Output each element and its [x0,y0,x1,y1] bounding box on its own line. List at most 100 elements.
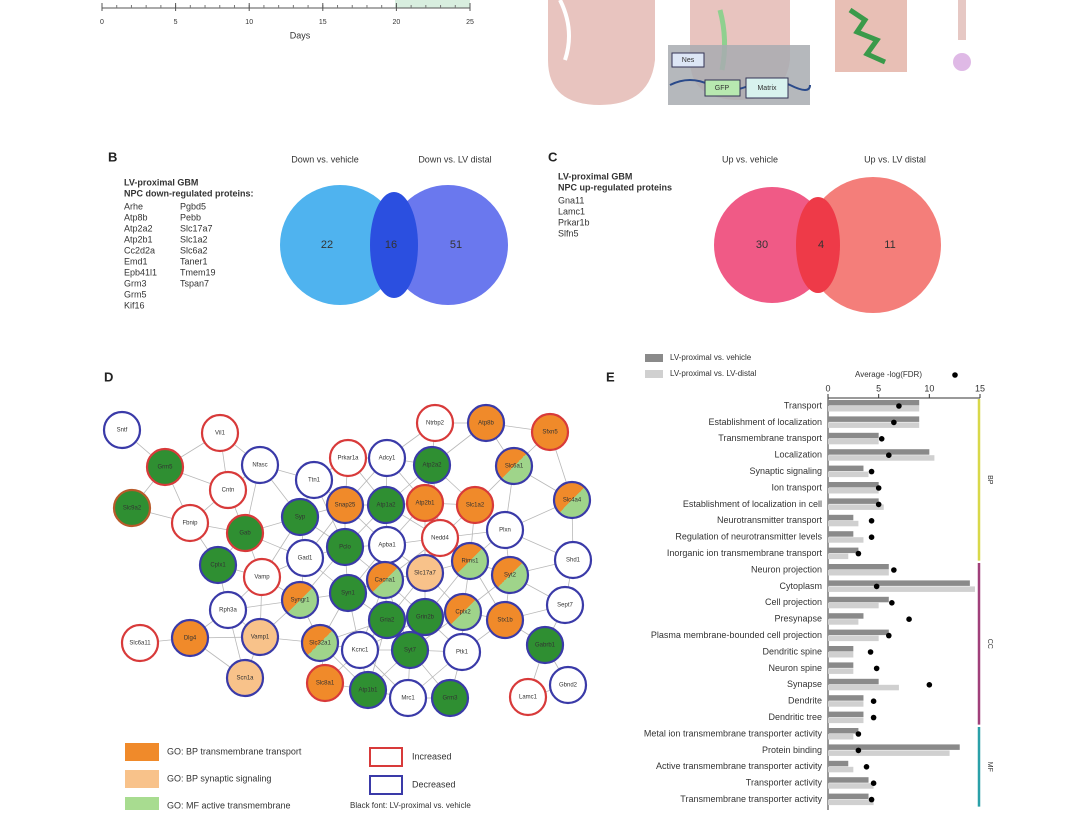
node-label: Grin2b [416,615,435,621]
network-node [552,480,592,520]
network-node [328,438,368,478]
node-label: Gad1 [298,556,313,562]
group-label: CC [986,639,993,649]
panel-letter: B [108,149,117,164]
x-tick-label: 15 [319,19,327,26]
node-label: Syp [295,515,306,521]
y-tick-label: Establishment of localization [708,417,822,427]
node-label: Slc8a1 [316,681,335,687]
legend-label: LV-proximal vs. vehicle [670,353,752,362]
dot [891,567,897,573]
bar [828,744,960,750]
bar [828,514,854,521]
network-node [120,623,160,663]
network-node [545,585,585,625]
bar [828,799,874,806]
node-label: Nfasc [252,463,267,469]
gene-name: Atp2a2 [124,223,153,233]
dot [875,485,882,491]
dot [863,764,870,770]
y-tick-label: Synapse [787,679,822,689]
bar [828,471,869,478]
network-node [366,485,406,525]
inset-box [745,77,789,99]
dot [926,682,933,688]
legend-label: GO: MF active transmembrane [167,800,291,810]
bar [828,777,869,783]
legend-swatch [125,770,159,788]
network-node [305,663,345,703]
node-label: Atp2b1 [415,501,435,507]
dot [886,452,892,459]
node-label: Ntrbp2 [426,421,445,427]
venn-count: 22 [321,239,333,251]
dot [868,468,875,475]
bar [828,498,879,504]
brain-detail [558,0,571,61]
network-node [200,413,240,453]
legend-swatch [125,743,159,761]
node-label: Rph3a [219,608,237,614]
network-node [443,592,483,632]
dot [868,796,875,803]
node-label: Slc1a2 [466,503,485,509]
dot [875,501,882,508]
bar [828,684,899,691]
node-label: Cntn [222,488,235,494]
venn-title: Down vs. LV distal [418,154,491,164]
bar [828,619,859,625]
y-tick-label: Synaptic signaling [749,466,822,476]
node-label: Cplx1 [210,563,226,569]
bar [828,629,889,636]
gene-name: Gna11 [558,195,584,205]
dot [889,600,895,606]
x-tick-label: 10 [924,383,934,393]
node-label: Gria2 [380,618,395,624]
network-node [548,665,588,705]
gene-name: Emd1 [124,256,148,266]
network-node [280,497,320,537]
y-tick-label: Dendrite [788,696,822,706]
node-label: Vamp1 [251,635,270,641]
venn-circle [388,185,508,305]
network-node [170,503,210,543]
node-label: Kcnc1 [352,648,369,654]
bar [828,668,854,674]
x-tick-label: 0 [825,383,830,393]
node-label: Gab [239,531,251,537]
network-node [553,540,593,580]
node-label: Grm5 [158,465,174,471]
bar [828,564,889,570]
network-node [242,557,282,597]
y-tick-label: Presynapse [774,614,822,624]
network-node [525,625,565,665]
network-node [348,670,388,710]
node-label: Ttn1 [308,478,321,484]
node-label: Apba1 [378,543,396,549]
bar [828,783,874,789]
gene-name: Kif16 [124,300,145,310]
bar [828,432,879,439]
network-node [325,485,365,525]
legend-label: GO: BP synaptic signaling [167,773,271,783]
legend-swatch [369,747,403,767]
network-node [170,618,210,658]
y-tick-label: Regulation of neurotransmitter levels [675,532,822,542]
axis-label: Days [290,30,311,40]
gene-name: Prkar1b [558,217,590,227]
bar [828,400,920,406]
bar [828,465,864,472]
y-tick-label: Metal ion transmembrane transporter acti… [644,728,823,738]
bar [828,537,864,543]
venn-count: 16 [385,239,397,251]
node-label: Sfxn5 [542,430,558,436]
panel-letter: C [548,149,558,164]
y-tick-label: Ion transport [771,482,822,492]
network-node [325,527,365,567]
node-label: Stx1b [497,618,513,624]
node-label: Scn1a [236,676,254,682]
node-label: Syt7 [404,648,417,654]
network-node [112,488,152,528]
network-node [450,541,490,581]
node-label: Shd1 [566,558,581,564]
